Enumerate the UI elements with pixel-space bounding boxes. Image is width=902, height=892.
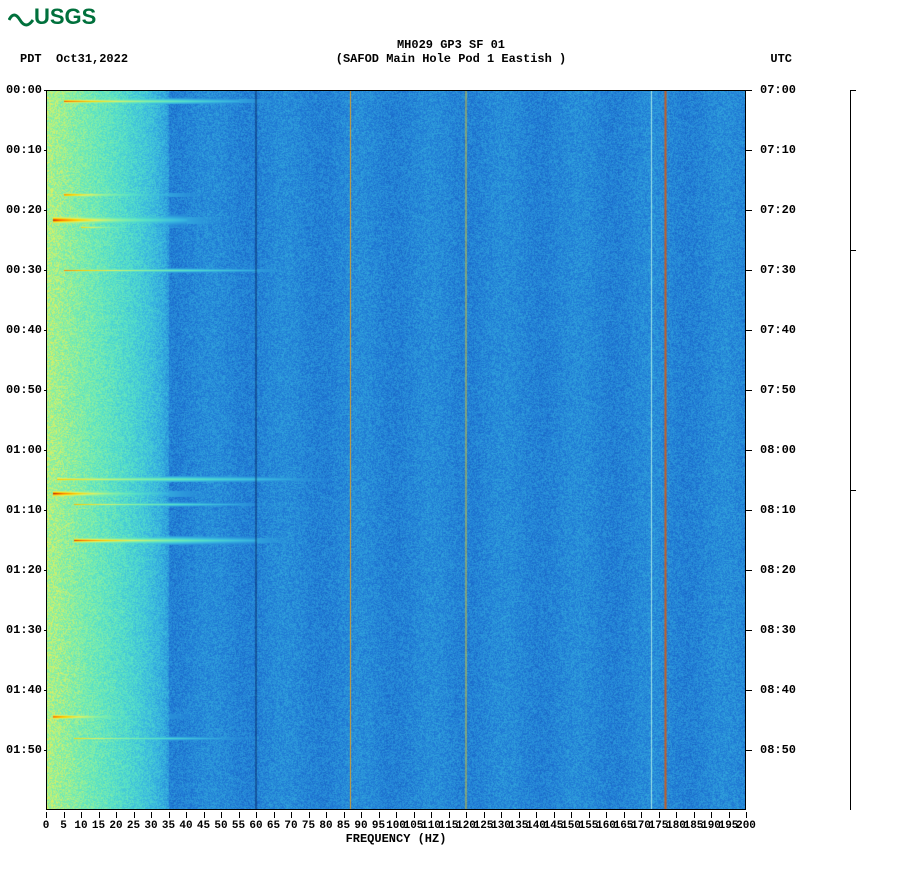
- chart-subtitle: (SAFOD Main Hole Pod 1 Eastish ): [0, 52, 902, 66]
- ytick-left: 01:20: [6, 563, 42, 577]
- ytick-right: 08:20: [760, 563, 796, 577]
- usgs-logo: USGS: [8, 4, 96, 30]
- y-axis-left: 00:0000:1000:2000:3000:4000:5001:0001:10…: [0, 90, 44, 810]
- usgs-wave-icon: [8, 6, 34, 28]
- ytick-left: 01:40: [6, 683, 42, 697]
- y-axis-right: 07:0007:1007:2007:3007:4007:5008:0008:10…: [752, 90, 812, 810]
- aux-scale-bar: [850, 90, 851, 810]
- spectrogram-canvas: [46, 90, 746, 810]
- right-tz: UTC: [770, 52, 792, 66]
- ytick-left: 00:40: [6, 323, 42, 337]
- xtick: 75: [302, 820, 315, 832]
- chart-title: MH029 GP3 SF 01: [0, 38, 902, 52]
- xtick: 60: [249, 820, 262, 832]
- ytick-left: 00:20: [6, 203, 42, 217]
- left-tz: PDT: [20, 52, 42, 66]
- ytick-left: 01:50: [6, 743, 42, 757]
- ytick-right: 07:20: [760, 203, 796, 217]
- xtick: 55: [232, 820, 245, 832]
- ytick-left: 00:00: [6, 83, 42, 97]
- xtick: 45: [197, 820, 210, 832]
- header-date: Oct31,2022: [56, 52, 128, 66]
- ytick-right: 08:00: [760, 443, 796, 457]
- ytick-right: 07:30: [760, 263, 796, 277]
- xtick: 15: [92, 820, 105, 832]
- xtick: 10: [74, 820, 87, 832]
- xtick: 85: [337, 820, 350, 832]
- usgs-logo-text: USGS: [34, 4, 96, 30]
- xtick: 20: [109, 820, 122, 832]
- xtick: 50: [214, 820, 227, 832]
- xtick: 35: [162, 820, 175, 832]
- x-axis-label: FREQUENCY (HZ): [46, 832, 746, 846]
- ytick-right: 08:40: [760, 683, 796, 697]
- ytick-left: 00:30: [6, 263, 42, 277]
- ytick-left: 01:10: [6, 503, 42, 517]
- xtick: 30: [144, 820, 157, 832]
- ytick-right: 08:10: [760, 503, 796, 517]
- spectrogram-plot: [46, 90, 746, 810]
- ytick-left: 01:00: [6, 443, 42, 457]
- ytick-right: 07:40: [760, 323, 796, 337]
- ytick-right: 07:00: [760, 83, 796, 97]
- ytick-right: 07:10: [760, 143, 796, 157]
- xtick: 90: [354, 820, 367, 832]
- ytick-left: 01:30: [6, 623, 42, 637]
- xtick: 0: [43, 820, 50, 832]
- ytick-right: 07:50: [760, 383, 796, 397]
- xtick: 25: [127, 820, 140, 832]
- xtick: 95: [372, 820, 385, 832]
- xtick: 70: [284, 820, 297, 832]
- ytick-right: 08:30: [760, 623, 796, 637]
- xtick: 65: [267, 820, 280, 832]
- ytick-right: 08:50: [760, 743, 796, 757]
- xtick: 5: [60, 820, 67, 832]
- ytick-left: 00:50: [6, 383, 42, 397]
- xtick: 40: [179, 820, 192, 832]
- ytick-left: 00:10: [6, 143, 42, 157]
- xtick: 80: [319, 820, 332, 832]
- xtick: 200: [736, 820, 756, 832]
- left-tz-date: PDT Oct31,2022: [20, 52, 128, 66]
